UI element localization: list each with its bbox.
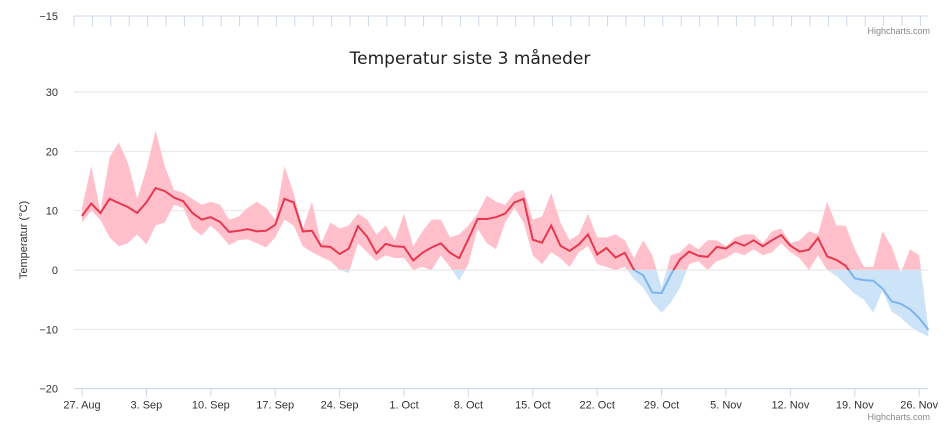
x-axis: 27. Aug 3. Sep 10. Sep 17. Sep 24. Sep 1. Oct… (63, 388, 939, 412)
x-tick-label: 12. Nov (771, 400, 809, 412)
x-tick-label: 26. Nov (900, 400, 938, 412)
x-tick-label: 27. Aug (63, 400, 100, 412)
x-tick-label: 8. Oct (454, 400, 483, 412)
y-tick-label: 20 (46, 146, 58, 158)
x-tick-label: 5. Nov (710, 400, 742, 412)
x-tick-label: 24. Sep (321, 400, 359, 412)
y-tick-label: −20 (39, 384, 58, 396)
credits-top[interactable]: Highcharts.com (867, 26, 930, 36)
x-tick-label: 10. Sep (192, 400, 230, 412)
chart-title: Temperatur siste 3 måneder (349, 48, 591, 69)
x-tick-label: 17. Sep (256, 400, 294, 412)
x-tick-label: 15. Oct (515, 400, 550, 412)
range-area-positive (82, 130, 922, 270)
y-axis-title: Temperatur (°C) (18, 201, 30, 279)
y-tick-label: −10 (39, 324, 58, 336)
top-axis-label: −15 (39, 11, 58, 23)
top-axis: −15 (39, 11, 928, 26)
x-tick-label: 3. Sep (130, 400, 162, 412)
y-tick-label: 10 (46, 206, 58, 218)
range-area-negative (339, 270, 929, 337)
plot-area (74, 130, 930, 337)
temperature-line-positive (81, 186, 850, 270)
x-tick-label: 29. Oct (644, 400, 679, 412)
y-tick-label: 0 (52, 265, 58, 277)
credits-bottom[interactable]: Highcharts.com (867, 412, 930, 422)
x-tick-label: 19. Nov (836, 400, 874, 412)
y-axis: 30 20 10 0 −10 −20 (39, 87, 58, 396)
x-tick-label: 22. Oct (579, 400, 614, 412)
x-tick-label: 1. Oct (389, 400, 418, 412)
y-tick-label: 30 (46, 87, 58, 99)
